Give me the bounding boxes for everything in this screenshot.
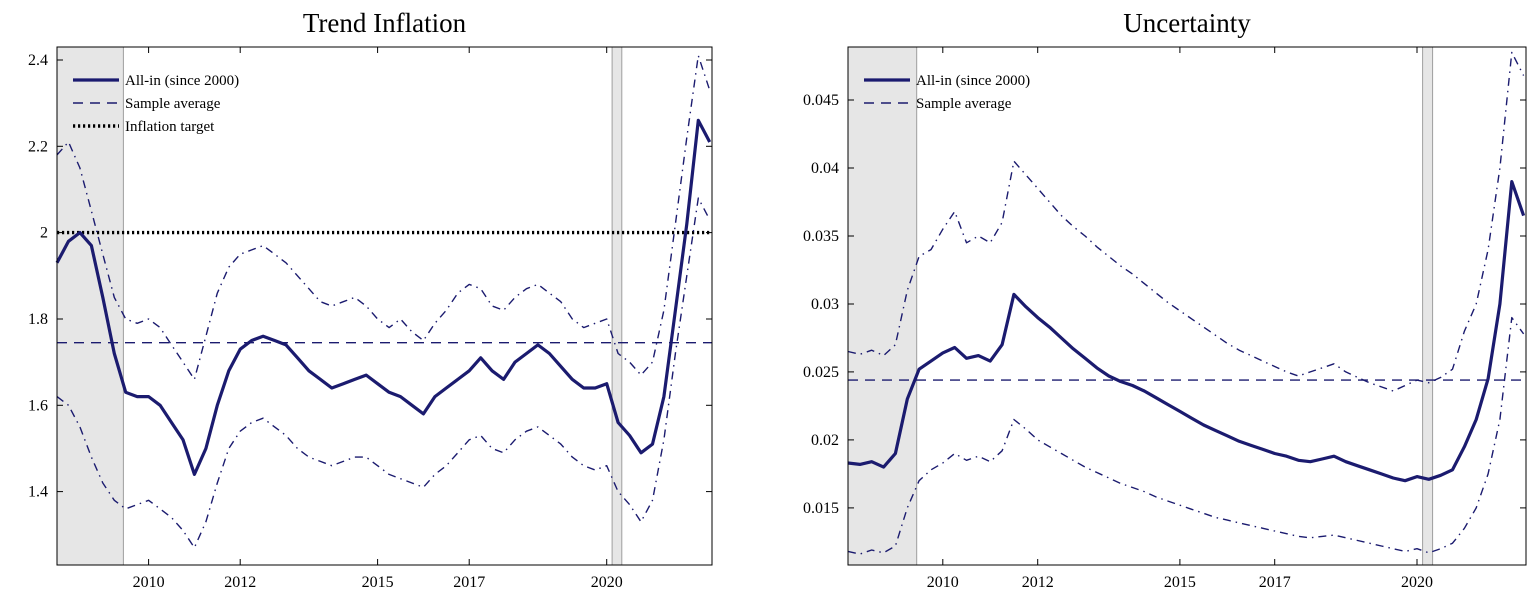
legend-label: Sample average	[125, 96, 221, 112]
y-tick-label: 0.015	[803, 500, 839, 517]
x-tick-label: 2017	[453, 574, 485, 591]
y-tick-label: 0.02	[811, 432, 839, 449]
uncertainty-chart: 2010 2012 2015 2017 2020 0.015 0.02 0.025 0.03 0.…	[803, 46, 1527, 591]
x-tick-label: 2012	[224, 574, 256, 591]
x-tick-label: 2015	[362, 574, 394, 591]
y-tick-label: 0.035	[803, 228, 839, 245]
recession-band	[57, 47, 124, 565]
y-tick-label: 0.04	[811, 160, 839, 177]
y-tick-label: 0.03	[811, 296, 839, 313]
y-tick-label: 2.2	[28, 138, 48, 155]
y-tick-label: 1.6	[28, 397, 48, 414]
legend-label: Sample average	[916, 96, 1012, 112]
x-tick-label: 2020	[1401, 574, 1433, 591]
y-tick-label: 1.4	[28, 484, 48, 501]
x-tick-label: 2017	[1259, 574, 1291, 591]
x-tick-label: 2020	[591, 574, 623, 591]
y-tick-label: 0.025	[803, 364, 839, 381]
axes-box	[56, 46, 713, 566]
y-tick-label: 1.8	[28, 311, 48, 328]
x-tick-label: 2010	[927, 574, 959, 591]
legend-label: Inflation target	[125, 119, 215, 135]
trend-inflation-chart: 2010 2012 2015 2017 2020 1.4 1.6 1.8 2 2.2 2.4 All-…	[28, 46, 713, 591]
series-all-in-since-2000	[55, 118, 712, 476]
series-lower-band	[56, 197, 711, 549]
series-all-in-since-2000	[847, 180, 1526, 483]
chart-title-uncertainty: Uncertainty	[1123, 8, 1251, 38]
series-upper-band	[56, 54, 711, 381]
x-tick-label: 2015	[1164, 574, 1196, 591]
legend-label: All-in (since 2000)	[125, 73, 239, 89]
y-tick-label: 2	[40, 225, 48, 242]
legend-label: All-in (since 2000)	[916, 73, 1030, 89]
y-tick-label: 2.4	[28, 52, 48, 69]
y-tick-label: 0.045	[803, 92, 839, 109]
x-tick-label: 2010	[133, 574, 165, 591]
x-tick-label: 2012	[1022, 574, 1054, 591]
recession-band	[848, 47, 917, 565]
recession-band	[1422, 47, 1433, 565]
series-upper-band	[847, 51, 1525, 392]
axes-box	[847, 46, 1527, 566]
recession-band	[612, 47, 622, 565]
chart-title-trend-inflation: Trend Inflation	[302, 8, 467, 38]
